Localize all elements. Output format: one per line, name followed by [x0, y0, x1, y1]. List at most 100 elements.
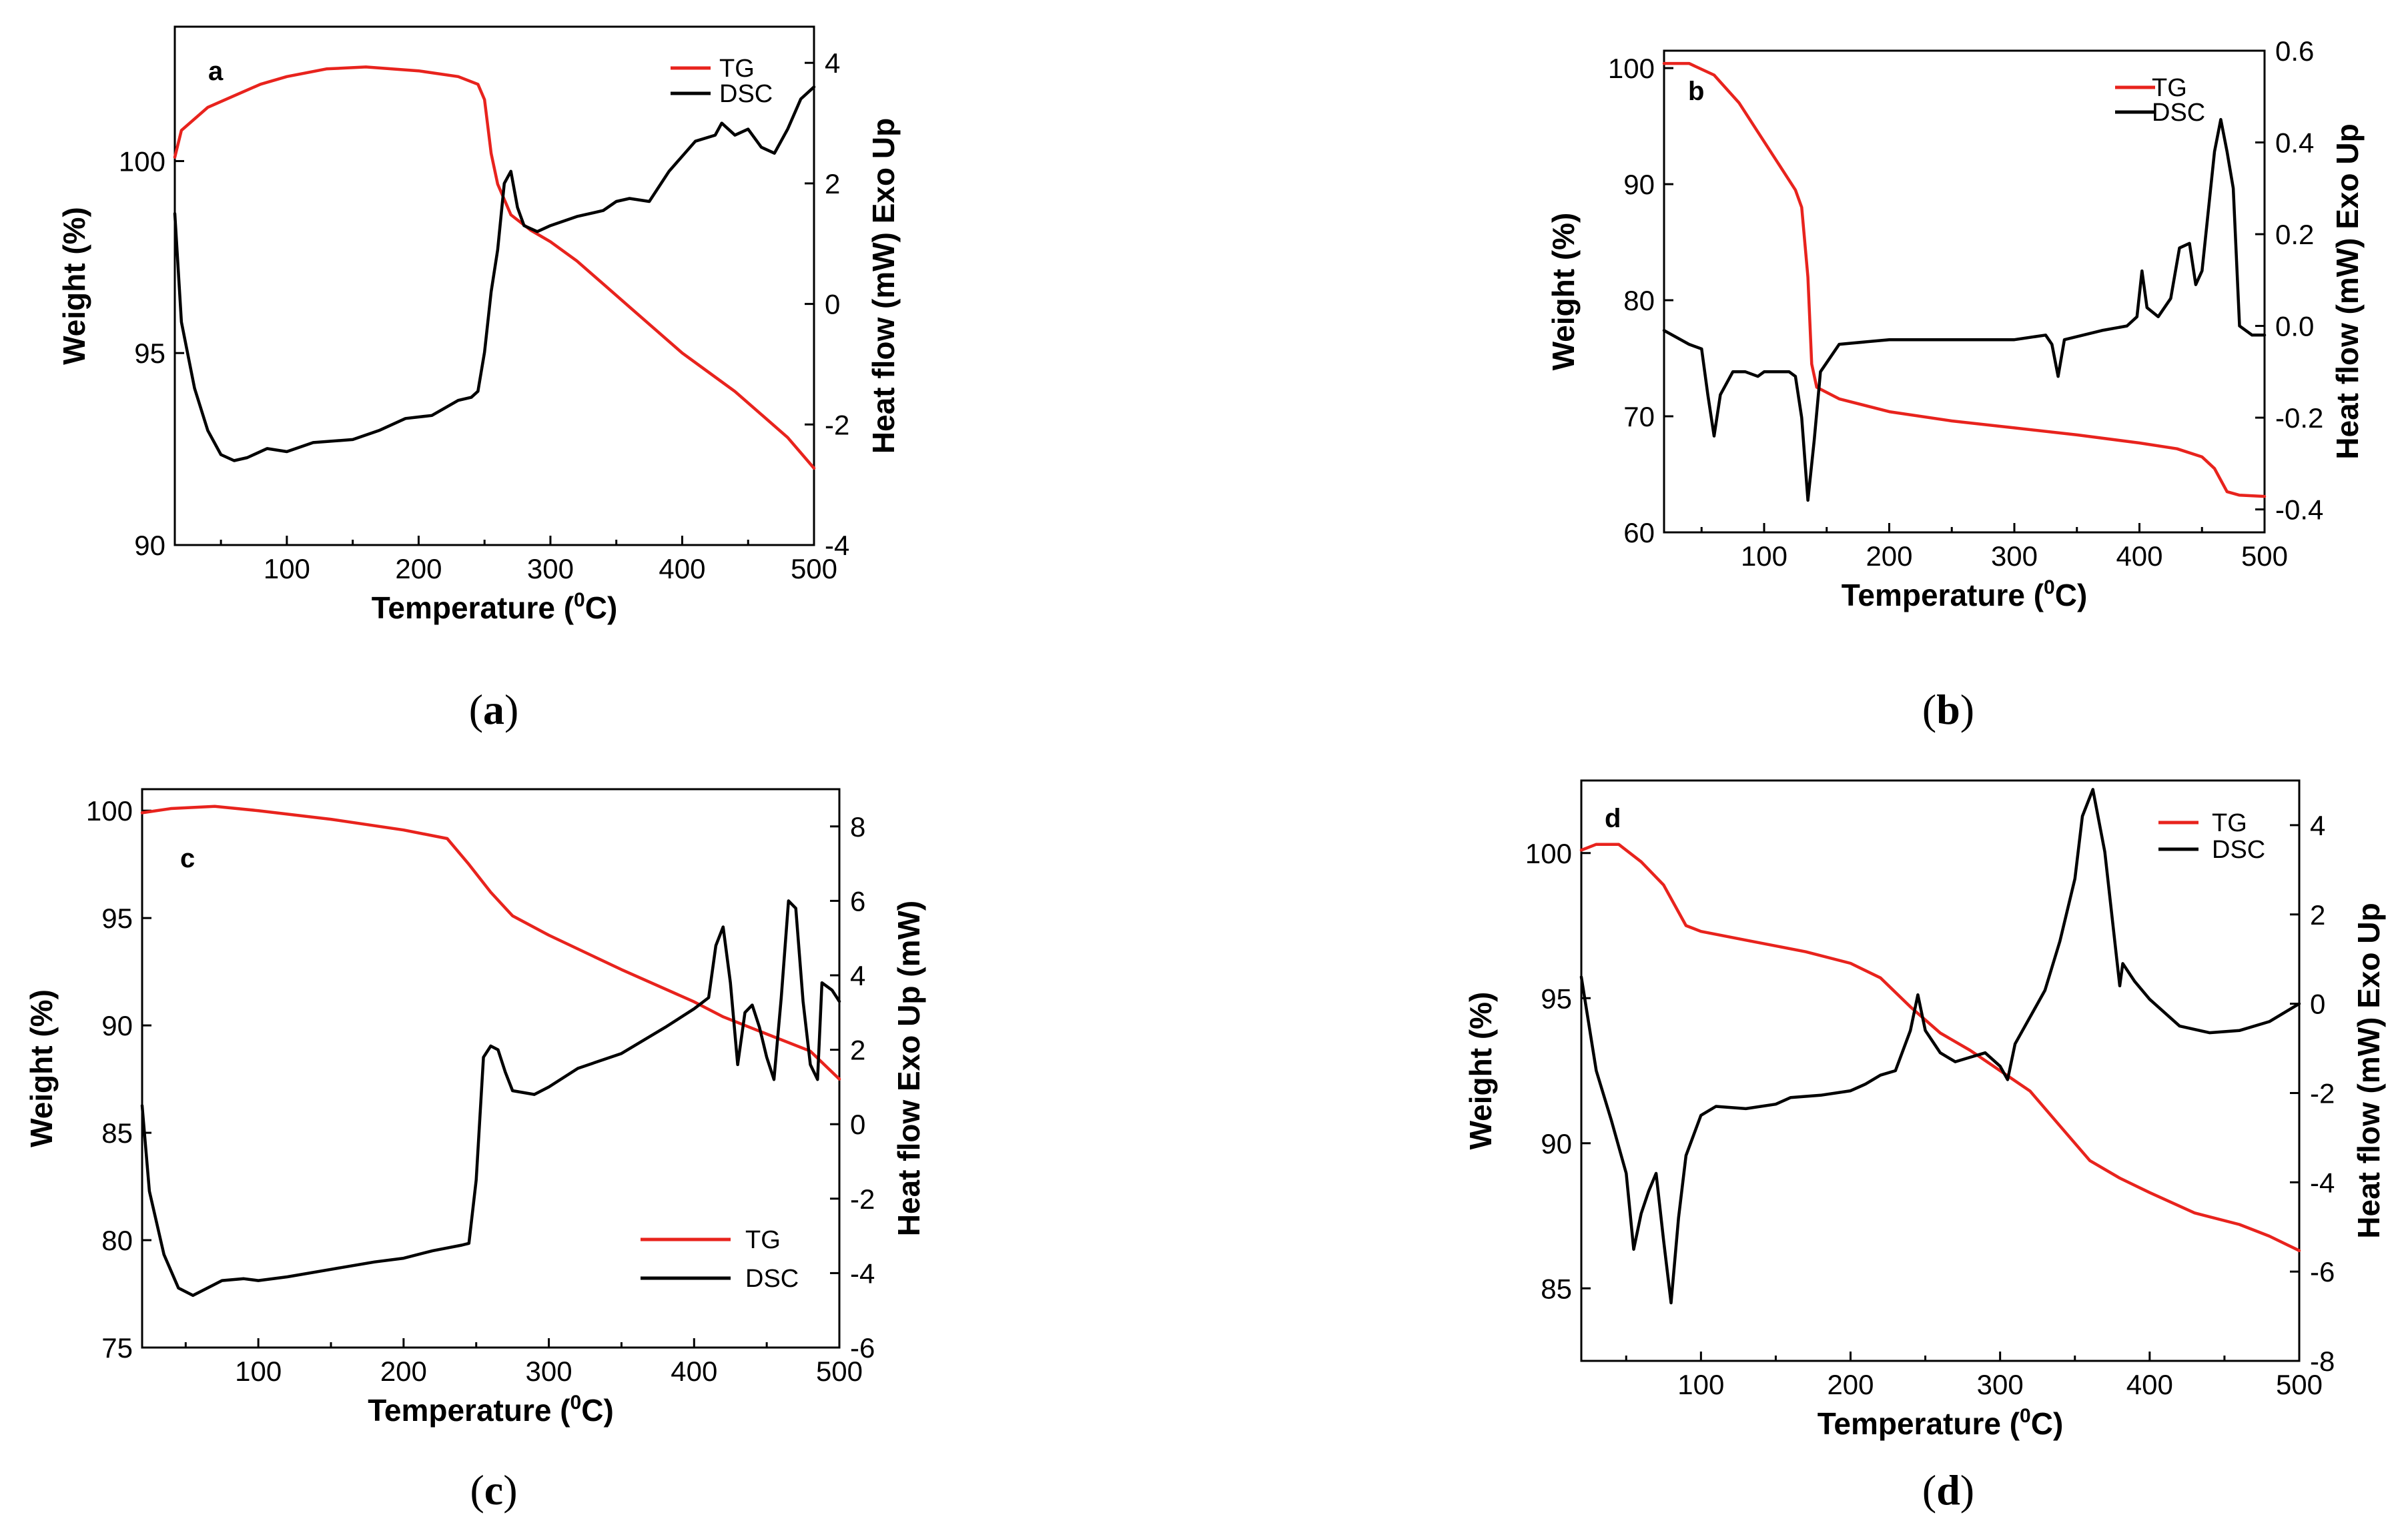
- x-tick-label: 200: [380, 1356, 427, 1387]
- y-right-tick-label: 4: [825, 47, 840, 79]
- x-tick-label: 300: [527, 553, 574, 584]
- x-tick-label: 100: [235, 1356, 282, 1387]
- y-left-tick-label: 80: [101, 1225, 133, 1256]
- y-right-axis-title: Heat flow (mW) Exo Up: [866, 118, 901, 454]
- y-right-tick-label: 0.4: [2275, 127, 2314, 159]
- legend-label-dsc: DSC: [2152, 99, 2205, 127]
- series-line-dsc: [1579, 788, 2301, 1305]
- y-right-tick-label: -2: [850, 1183, 875, 1215]
- plot-frame: [1580, 779, 2301, 1362]
- legend-label-dsc: DSC: [2212, 836, 2265, 864]
- chart-panel-a: 100 200 300 400 500 90 95 100 -4 -2 0 2 4 Temperature…: [57, 25, 901, 733]
- panel-letter: b: [1688, 77, 1704, 106]
- x-tick-label: 400: [2116, 540, 2162, 572]
- x-tick-label: 400: [671, 1356, 717, 1387]
- y-right-tick-label: 0: [825, 289, 840, 320]
- x-axis-title: Temperature (0C): [372, 589, 618, 625]
- x-tick-label: 100: [1677, 1369, 1724, 1400]
- y-left-tick-label: 100: [119, 145, 165, 177]
- y-right-tick-label: -2: [2310, 1077, 2335, 1109]
- panel-letter: a: [208, 57, 224, 86]
- series-line-tg: [140, 805, 841, 1081]
- series-line-dsc: [173, 85, 816, 462]
- y-left-tick-label: 80: [1623, 285, 1655, 316]
- y-right-tick-label: 0.6: [2275, 35, 2314, 67]
- series-line-dsc: [1662, 117, 2267, 502]
- y-left-tick-label: 90: [1623, 169, 1655, 200]
- x-axis-title: Temperature (0C): [368, 1392, 614, 1428]
- y-left-tick-label: 100: [1608, 53, 1655, 84]
- y-right-axis-title: Heat flow (mW) Exo Up: [2330, 123, 2365, 459]
- y-right-tick-label: 2: [2310, 899, 2325, 931]
- y-left-axis-title: Weight (%): [1546, 213, 1581, 371]
- chart-panel-b: 100 200 300 400 500 60 70 80 90 100 -0.4 -0.2 0.0 0.2…: [1546, 35, 2365, 733]
- y-right-tick-label: -0.2: [2275, 402, 2323, 434]
- y-left-tick-label: 75: [101, 1332, 133, 1364]
- y-right-tick-label: -6: [850, 1332, 875, 1364]
- y-left-axis-title: Weight (%): [57, 207, 91, 365]
- y-right-tick-label: -8: [2310, 1346, 2335, 1377]
- x-tick-label: 400: [2126, 1369, 2173, 1400]
- y-right-axis-title: Heat flow (mW) Exo Up: [2351, 903, 2386, 1238]
- x-tick-label: 500: [2276, 1369, 2323, 1400]
- y-right-tick-label: 0: [2310, 989, 2325, 1020]
- series-line-tg: [1662, 61, 2267, 498]
- x-tick-label: 200: [395, 553, 442, 584]
- y-left-tick-label: 85: [1541, 1273, 1572, 1304]
- x-tick-label: 100: [1741, 540, 1787, 572]
- chart-panel-d: 100 200 300 400 500 85 90 95 100 -8 -6 -4 -2 0 2 4 Tempe…: [1463, 779, 2386, 1514]
- series-line-tg: [173, 65, 816, 470]
- y-right-tick-label: 6: [850, 885, 865, 917]
- y-right-tick-label: 8: [850, 811, 865, 843]
- y-right-tick-label: 0.0: [2275, 311, 2314, 342]
- y-left-tick-label: 100: [1525, 838, 1572, 869]
- x-tick-label: 500: [816, 1356, 863, 1387]
- y-right-tick-label: -4: [825, 530, 849, 561]
- panel-caption: (d): [1922, 1466, 1974, 1514]
- y-left-tick-label: 70: [1623, 401, 1655, 432]
- x-tick-label: 300: [1977, 1369, 2024, 1400]
- legend-label-tg: TG: [2152, 74, 2187, 102]
- chart-panel-c: 100 200 300 400 500 75 80 85 90 95 100 -6 -4 -2 0 2 4 6 8 T…: [24, 788, 926, 1514]
- y-left-tick-label: 90: [101, 1010, 133, 1041]
- y-left-tick-label: 95: [101, 903, 133, 934]
- y-right-tick-label: 4: [2310, 810, 2325, 841]
- x-tick-label: 300: [1991, 540, 2038, 572]
- x-tick-label: 200: [1866, 540, 1912, 572]
- legend-label-tg: TG: [745, 1226, 781, 1254]
- y-left-tick-label: 95: [134, 338, 165, 369]
- y-right-tick-label: -0.4: [2275, 494, 2323, 526]
- y-left-tick-label: 95: [1541, 983, 1572, 1014]
- y-right-tick-label: 4: [850, 960, 865, 991]
- y-left-tick-label: 100: [86, 795, 133, 827]
- plot-frame: [173, 25, 815, 546]
- y-left-tick-label: 60: [1623, 517, 1655, 548]
- y-right-tick-label: 2: [850, 1035, 865, 1066]
- panel-caption: (a): [469, 686, 519, 733]
- y-left-axis-title: Weight (%): [24, 989, 59, 1147]
- y-right-tick-label: 2: [825, 168, 840, 199]
- y-right-axis-title: Heat flow Exo Up (mW): [891, 901, 926, 1236]
- x-tick-label: 500: [791, 553, 837, 584]
- legend: TG DSC: [641, 1226, 799, 1293]
- x-tick-label: 400: [659, 553, 705, 584]
- y-right-tick-label: -6: [2310, 1256, 2335, 1288]
- series-line-tg: [1579, 843, 2301, 1252]
- y-right-tick-label: 0: [850, 1109, 865, 1140]
- plot-frame: [141, 788, 841, 1349]
- y-left-tick-label: 90: [134, 530, 165, 561]
- panel-letter: d: [1605, 804, 1621, 833]
- x-tick-label: 500: [2241, 540, 2288, 572]
- x-axis-title: Temperature (0C): [1818, 1405, 2064, 1441]
- legend-label-dsc: DSC: [745, 1265, 799, 1293]
- y-left-tick-label: 90: [1541, 1128, 1572, 1159]
- y-left-tick-label: 85: [101, 1117, 133, 1149]
- y-right-tick-label: 0.2: [2275, 219, 2314, 250]
- x-tick-label: 200: [1827, 1369, 1874, 1400]
- y-right-tick-label: -4: [2310, 1167, 2335, 1198]
- legend-label-tg: TG: [719, 55, 755, 83]
- legend-label-tg: TG: [2212, 809, 2247, 837]
